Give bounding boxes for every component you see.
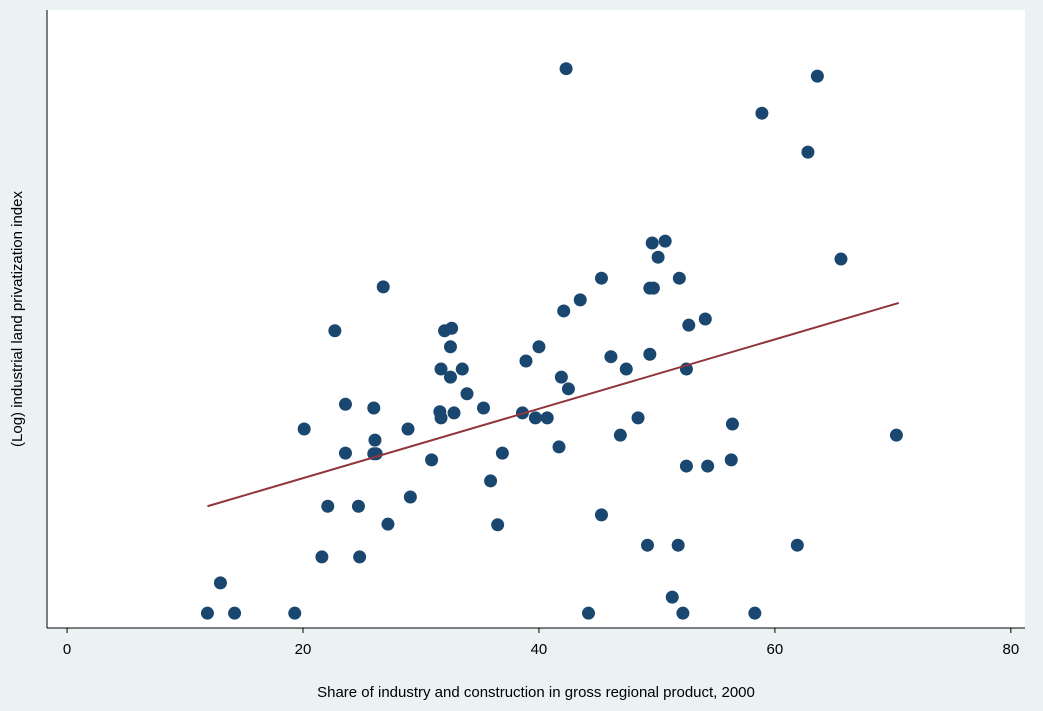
x-tick-label: 60 <box>767 641 784 658</box>
point <box>532 340 546 354</box>
point <box>213 576 227 590</box>
point <box>604 350 618 364</box>
point <box>338 446 352 460</box>
point <box>619 362 633 376</box>
x-tick-label: 20 <box>295 641 312 658</box>
point <box>701 459 715 473</box>
point <box>321 499 335 513</box>
point <box>434 362 448 376</box>
point <box>748 606 762 620</box>
point <box>460 387 474 401</box>
point <box>552 440 566 454</box>
point <box>491 518 505 532</box>
point <box>889 428 903 442</box>
fit-line <box>207 301 900 508</box>
point <box>495 446 509 460</box>
point <box>484 474 498 488</box>
point <box>368 433 382 447</box>
point <box>401 422 415 436</box>
point <box>434 411 448 425</box>
point <box>561 382 575 396</box>
point <box>682 318 696 332</box>
point <box>613 428 627 442</box>
point <box>581 606 595 620</box>
point <box>834 252 848 266</box>
point <box>228 606 242 620</box>
x-tick-label: 0 <box>63 641 71 658</box>
point <box>646 281 660 295</box>
point <box>725 417 739 431</box>
point <box>658 234 672 248</box>
point <box>328 324 342 338</box>
point <box>200 606 214 620</box>
point <box>665 590 679 604</box>
point <box>755 106 769 120</box>
point <box>671 538 685 552</box>
point <box>559 62 573 76</box>
point <box>643 347 657 361</box>
point <box>288 606 302 620</box>
y-axis-label: (Log) industrial land privatization inde… <box>9 191 26 447</box>
point <box>477 401 491 415</box>
point <box>297 422 311 436</box>
point <box>724 453 738 467</box>
x-axis-label: Share of industry and construction in gr… <box>317 684 755 701</box>
point <box>443 340 457 354</box>
point <box>447 406 461 420</box>
point <box>698 312 712 326</box>
point <box>443 370 457 384</box>
x-tick-label: 40 <box>531 641 548 658</box>
point <box>403 490 417 504</box>
point <box>594 271 608 285</box>
point <box>367 401 381 415</box>
point <box>645 236 659 250</box>
point <box>376 280 390 294</box>
point <box>351 499 365 513</box>
point <box>594 508 608 522</box>
point <box>528 411 542 425</box>
point <box>672 271 686 285</box>
point <box>519 354 533 368</box>
point <box>540 411 554 425</box>
point <box>790 538 804 552</box>
point <box>353 550 367 564</box>
point <box>810 69 824 83</box>
point <box>557 304 571 318</box>
point <box>445 321 459 335</box>
point <box>679 459 693 473</box>
point <box>554 370 568 384</box>
point <box>338 397 352 411</box>
point <box>801 145 815 159</box>
point <box>381 517 395 531</box>
point <box>676 606 690 620</box>
point <box>640 538 654 552</box>
point <box>455 362 469 376</box>
point <box>631 411 645 425</box>
point <box>573 293 587 307</box>
point <box>651 250 665 264</box>
point <box>425 453 439 467</box>
x-tick-label: 80 <box>1002 641 1019 658</box>
point <box>315 550 329 564</box>
plot-area <box>47 10 1025 628</box>
